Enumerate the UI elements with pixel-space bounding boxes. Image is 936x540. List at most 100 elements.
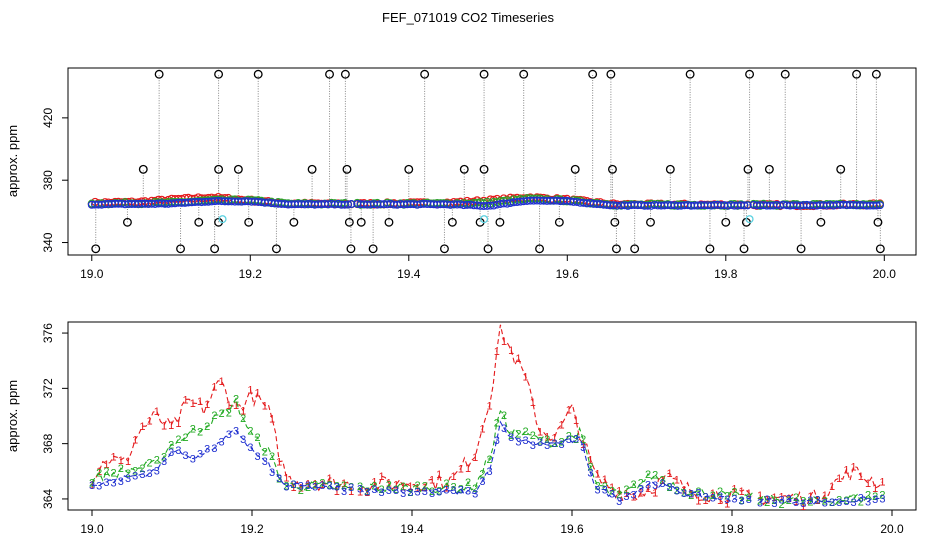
bottom-marker-3: 3 [681, 488, 687, 500]
bottom-marker-2: 2 [276, 473, 282, 485]
bottom-marker-2: 2 [472, 483, 478, 495]
bottom-marker-3: 3 [168, 447, 174, 459]
bottom-line-2 [91, 397, 352, 491]
bottom-marker-3: 3 [739, 496, 745, 508]
top-spike-point [873, 217, 883, 227]
top-point-blue [347, 200, 356, 209]
bottom-marker-1: 1 [807, 491, 813, 503]
bottom-marker-3: 3 [197, 449, 203, 461]
bottom-marker-1: 1 [530, 397, 536, 409]
bottom-marker-3: 3 [638, 484, 644, 496]
top-spike-point [420, 69, 430, 79]
bottom-marker-3: 3 [204, 443, 210, 455]
bottom-marker-1: 1 [487, 400, 493, 412]
top-point-blue [612, 201, 621, 210]
bottom-marker-3: 3 [530, 440, 536, 452]
bottom-marker-1: 1 [537, 427, 543, 439]
top-spike-point [852, 69, 862, 79]
bottom-marker-3: 3 [327, 481, 333, 493]
bottom-marker-1: 1 [595, 469, 601, 481]
bottom-marker-1: 1 [132, 434, 138, 446]
bottom-marker-1: 1 [865, 478, 871, 490]
bottom-marker-1: 1 [393, 480, 399, 492]
bottom-marker-1: 1 [283, 472, 289, 484]
bottom-marker-3: 3 [616, 496, 622, 508]
bottom-marker-3: 3 [154, 466, 160, 478]
bottom-marker-2: 2 [429, 486, 435, 498]
bottom-marker-3: 3 [688, 488, 694, 500]
bottom-marker-1: 1 [364, 487, 370, 499]
bottom-marker-1: 1 [551, 433, 557, 445]
bottom-marker-2: 2 [312, 480, 318, 492]
bottom-marker-2: 2 [147, 458, 153, 470]
bottom-marker-3: 3 [341, 486, 347, 498]
bottom-marker-1: 1 [508, 345, 514, 357]
top-spike-point [796, 244, 806, 254]
top-point-blue [872, 201, 881, 210]
top-spike-point [630, 244, 640, 254]
figure-title: FEF_071019 CO2 Timeseries [382, 10, 554, 25]
top-spike-point [554, 217, 564, 227]
bottom-marker-2: 2 [262, 446, 268, 458]
bottom-marker-1: 1 [190, 398, 196, 410]
top-spike-point [780, 69, 790, 79]
bottom-marker-3: 3 [771, 498, 777, 510]
bottom-marker-1: 1 [465, 463, 471, 475]
top-spike-point [705, 244, 715, 254]
bottom-x-tick-label: 19.0 [80, 522, 104, 536]
bottom-marker-1: 1 [815, 495, 821, 507]
top-spike-point [344, 217, 354, 227]
bottom-marker-2: 2 [197, 426, 203, 438]
bottom-marker-3: 3 [283, 481, 289, 493]
bottom-line-1 [91, 380, 352, 493]
top-spike-point [340, 69, 350, 79]
bottom-marker-2: 2 [815, 495, 821, 507]
bottom-marker-2: 2 [465, 477, 471, 489]
bottom-marker-2: 2 [204, 421, 210, 433]
bottom-marker-2: 2 [371, 481, 377, 493]
bottom-marker-2: 2 [623, 484, 629, 496]
bottom-marker-3: 3 [858, 492, 864, 504]
bottom-line-2 [626, 472, 753, 501]
bottom-marker-3: 3 [724, 494, 730, 506]
bottom-marker-1: 1 [879, 477, 885, 489]
bottom-marker-3: 3 [843, 496, 849, 508]
bottom-marker-2: 2 [125, 468, 131, 480]
bottom-marker-2: 2 [269, 451, 275, 463]
bottom-marker-3: 3 [219, 437, 225, 449]
bottom-marker-2: 2 [508, 430, 514, 442]
bottom-marker-1: 1 [623, 488, 629, 500]
bottom-line-3 [626, 480, 753, 503]
bottom-marker-2: 2 [240, 413, 246, 425]
bottom-marker-1: 1 [233, 400, 239, 412]
bottom-marker-3: 3 [710, 493, 716, 505]
bottom-marker-2: 2 [667, 482, 673, 494]
bottom-marker-3: 3 [623, 491, 629, 503]
bottom-marker-3: 3 [764, 494, 770, 506]
bottom-marker-2: 2 [523, 426, 529, 438]
bottom-marker-3: 3 [415, 487, 421, 499]
bottom-marker-2: 2 [566, 431, 572, 443]
bottom-marker-1: 1 [422, 482, 428, 494]
bottom-marker-2: 2 [487, 454, 493, 466]
bottom-marker-3: 3 [595, 484, 601, 496]
bottom-marker-2: 2 [764, 497, 770, 509]
top-spike-point [479, 164, 489, 174]
bottom-marker-3: 3 [631, 490, 637, 502]
bottom-marker-3: 3 [731, 493, 737, 505]
top-spike-group [91, 69, 885, 254]
bottom-marker-3: 3 [147, 468, 153, 480]
bottom-marker-2: 2 [341, 480, 347, 492]
bottom-marker-2: 2 [298, 485, 304, 497]
bottom-marker-2: 2 [319, 478, 325, 490]
bottom-marker-3: 3 [800, 498, 806, 510]
bottom-marker-2: 2 [154, 455, 160, 467]
bottom-marker-2: 2 [168, 439, 174, 451]
bottom-marker-2: 2 [757, 496, 763, 508]
top-spike-point [154, 69, 164, 79]
bottom-marker-2: 2 [226, 408, 232, 420]
bottom-marker-2: 2 [638, 477, 644, 489]
bottom-panel-y-axis-label: approx. ppm [5, 380, 20, 452]
top-spike-point [495, 217, 505, 227]
top-y-tick-label: 380 [41, 170, 55, 190]
